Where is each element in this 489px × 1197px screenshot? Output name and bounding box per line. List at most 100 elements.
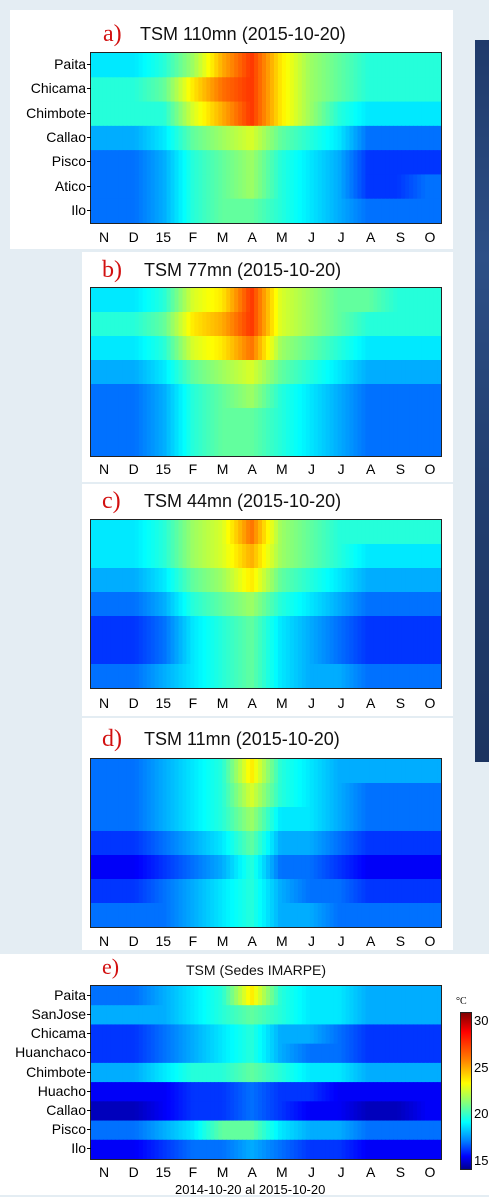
heatmap-cell (254, 986, 259, 1006)
heatmap-cell (297, 592, 303, 617)
heatmap-cell (269, 807, 275, 832)
heatmap-cell (433, 783, 438, 808)
heatmap-cell (345, 520, 351, 545)
heatmap-cell (98, 432, 104, 456)
heatmap-cell (190, 336, 196, 361)
heatmap-cell (325, 312, 331, 337)
heatmap-cell (242, 1005, 247, 1026)
heatmap-cell (357, 831, 363, 856)
heatmap-cell (254, 101, 259, 127)
heatmap-cell (329, 360, 335, 385)
heatmap-cell (277, 77, 283, 103)
heatmap-cell (122, 544, 128, 569)
heatmap-cell (269, 1101, 275, 1122)
heatmap-cell (162, 903, 168, 927)
heatmap-cell (381, 174, 386, 200)
heatmap-cell (277, 408, 283, 433)
heatmap-cell (393, 77, 398, 103)
heatmap-cell (321, 568, 327, 593)
heatmap-cell (429, 879, 434, 904)
heatmap-cell (122, 336, 128, 361)
heatmap-cell (178, 986, 184, 1006)
heatmap-cell (170, 759, 176, 784)
x-tick-label: M (275, 695, 288, 711)
heatmap-cell (317, 1062, 323, 1083)
heatmap-cell (357, 783, 363, 808)
heatmap-cell (305, 592, 311, 617)
heatmap-cell (158, 986, 164, 1006)
heatmap-cell (429, 384, 434, 409)
heatmap-cell (429, 1101, 434, 1122)
heatmap-cell (230, 174, 235, 200)
heatmap-cell (305, 1101, 311, 1122)
heatmap-cell (329, 101, 335, 127)
heatmap-cell (361, 879, 367, 904)
heatmap-cell (349, 408, 355, 433)
heatmap-cell (329, 592, 335, 617)
heatmap-cell (437, 664, 441, 688)
row-label: SanJose (31, 1005, 86, 1022)
heatmap-cell (91, 544, 96, 569)
heatmap-cell (321, 1062, 327, 1083)
x-tick-label: S (395, 229, 406, 245)
heatmap-cell (178, 1101, 184, 1122)
heatmap-cell (142, 312, 148, 337)
heatmap-cell (281, 1043, 287, 1064)
heatmap-cell (421, 807, 426, 832)
heatmap-cell (285, 855, 291, 880)
heatmap-cell (94, 544, 100, 569)
heatmap-cell (170, 432, 176, 456)
heatmap-cell (433, 288, 438, 313)
heatmap-cell (369, 855, 374, 880)
heatmap-cell (194, 568, 199, 593)
heatmap-cell (234, 150, 239, 176)
x-tick-label: M (216, 1164, 229, 1180)
heatmap-cell (106, 616, 112, 641)
heatmap-cell (289, 53, 295, 78)
heatmap-cell (230, 879, 235, 904)
heatmap-cell (118, 288, 124, 313)
heatmap-cell (146, 432, 152, 456)
heatmap-cell (130, 831, 136, 856)
heatmap-cell (246, 336, 251, 361)
heatmap-cell (238, 174, 243, 200)
heatmap-cell (194, 520, 199, 545)
heatmap-cell (341, 1120, 347, 1141)
heatmap-cell (389, 855, 394, 880)
heatmap-cell (138, 77, 144, 103)
heatmap-cell (94, 903, 100, 927)
heatmap-cell (297, 783, 303, 808)
heatmap-cell (218, 1082, 223, 1102)
heatmap-cell (142, 568, 148, 593)
heatmap-cell (262, 664, 267, 688)
heatmap-cell (198, 1082, 203, 1102)
heatmap-cell (269, 831, 275, 856)
heatmap-cell (266, 360, 271, 385)
heatmap-cell (437, 150, 441, 176)
heatmap-cell (349, 544, 355, 569)
heatmap-cell (425, 807, 430, 832)
heatmap-cell (417, 664, 422, 688)
heatmap-cell (317, 1139, 323, 1159)
heatmap-cell (417, 783, 422, 808)
panel-a-title: TSM 110mn (2015-10-20) (140, 24, 346, 44)
heatmap-cell (170, 150, 176, 176)
heatmap-cell (337, 77, 343, 103)
heatmap-cell (162, 855, 168, 880)
heatmap-cell (317, 77, 323, 103)
heatmap-cell (393, 520, 398, 545)
heatmap-cell (110, 759, 116, 784)
heatmap-cell (353, 1062, 359, 1083)
heatmap-cell (309, 101, 315, 127)
heatmap-cell (246, 432, 251, 456)
heatmap-cell (138, 664, 144, 688)
x-tick-label: D (128, 229, 139, 245)
heatmap-cell (230, 831, 235, 856)
heatmap-cell (325, 360, 331, 385)
heatmap-cell (226, 520, 231, 545)
heatmap-cell (158, 592, 164, 617)
heatmap-cell (230, 53, 235, 78)
heatmap-cell (277, 1024, 283, 1045)
heatmap-cell (218, 592, 223, 617)
heatmap-cell (273, 855, 279, 880)
